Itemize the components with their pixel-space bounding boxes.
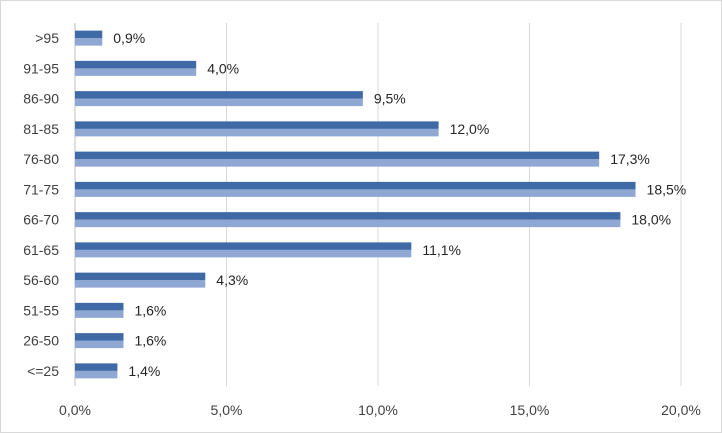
category-label: 71-75	[23, 181, 59, 197]
bar-upper	[75, 333, 124, 341]
bar-upper	[75, 121, 439, 129]
bar-lower	[75, 159, 600, 167]
bar-lower	[75, 280, 206, 288]
bar	[75, 181, 636, 197]
category-label: <=25	[27, 363, 59, 379]
bar	[75, 302, 124, 318]
bar-upper	[75, 242, 412, 250]
data-label: 18,0%	[631, 212, 671, 228]
bar	[75, 121, 439, 137]
bar-lower	[75, 340, 124, 349]
category-label: 81-85	[23, 121, 59, 137]
bar	[75, 272, 206, 288]
category-axis-labels: >95 91-95 86-90 81-85 76-80 71-75 66-70 61-65 56…	[23, 30, 59, 379]
bar-lower	[75, 219, 621, 228]
bar-upper	[75, 302, 124, 311]
bar	[75, 151, 600, 167]
bar-upper	[75, 181, 636, 190]
data-label: 0,9%	[113, 30, 145, 46]
bar	[75, 30, 103, 46]
bars	[75, 30, 636, 379]
bar-upper	[75, 91, 363, 99]
bar-upper	[75, 30, 103, 39]
data-label: 18,5%	[647, 181, 687, 197]
bar	[75, 212, 621, 228]
bar	[75, 60, 197, 76]
x-tick-label: 15,0%	[510, 402, 550, 418]
data-label: 9,5%	[374, 91, 406, 107]
data-labels: 0,9% 4,0% 9,5% 12,0% 17,3% 18,5% 18,0% 11,1% 4,3…	[113, 30, 686, 379]
bar-upper	[75, 151, 600, 160]
x-tick-label: 5,0%	[211, 402, 243, 418]
category-label: 86-90	[23, 91, 59, 107]
data-label: 11,1%	[422, 242, 461, 258]
bar	[75, 363, 118, 379]
x-tick-label: 10,0%	[358, 402, 398, 418]
category-label: 61-65	[23, 242, 59, 258]
bar-lower	[75, 128, 439, 137]
bar	[75, 91, 363, 107]
bar-upper	[75, 212, 621, 220]
category-label: 56-60	[23, 272, 59, 288]
bar-upper	[75, 60, 197, 69]
category-label: 91-95	[23, 60, 59, 76]
bar-lower	[75, 68, 197, 76]
gridlines	[74, 23, 682, 386]
bar-lower	[75, 189, 636, 197]
data-label: 4,3%	[216, 272, 248, 288]
value-axis-labels: 0,0% 5,0% 10,0% 15,0% 20,0%	[59, 402, 701, 418]
bar-lower	[75, 98, 363, 107]
bar-lower	[75, 249, 412, 258]
category-label: 76-80	[23, 151, 59, 167]
bar	[75, 333, 124, 349]
data-label: 1,6%	[134, 333, 166, 349]
bar-lower	[75, 310, 124, 318]
bar-lower	[75, 370, 118, 379]
bar	[75, 242, 412, 258]
data-label: 12,0%	[450, 121, 490, 137]
x-tick-label: 0,0%	[59, 402, 91, 418]
data-label: 17,3%	[610, 151, 650, 167]
category-label: 51-55	[23, 302, 59, 318]
data-label: 4,0%	[207, 60, 239, 76]
data-label: 1,6%	[134, 302, 166, 318]
category-label: 26-50	[23, 333, 59, 349]
data-label: 1,4%	[128, 363, 160, 379]
category-label: >95	[35, 30, 59, 46]
bar-upper	[75, 363, 118, 371]
x-tick-label: 20,0%	[661, 402, 701, 418]
bar-lower	[75, 38, 103, 46]
category-label: 66-70	[23, 212, 59, 228]
bar-upper	[75, 272, 206, 281]
